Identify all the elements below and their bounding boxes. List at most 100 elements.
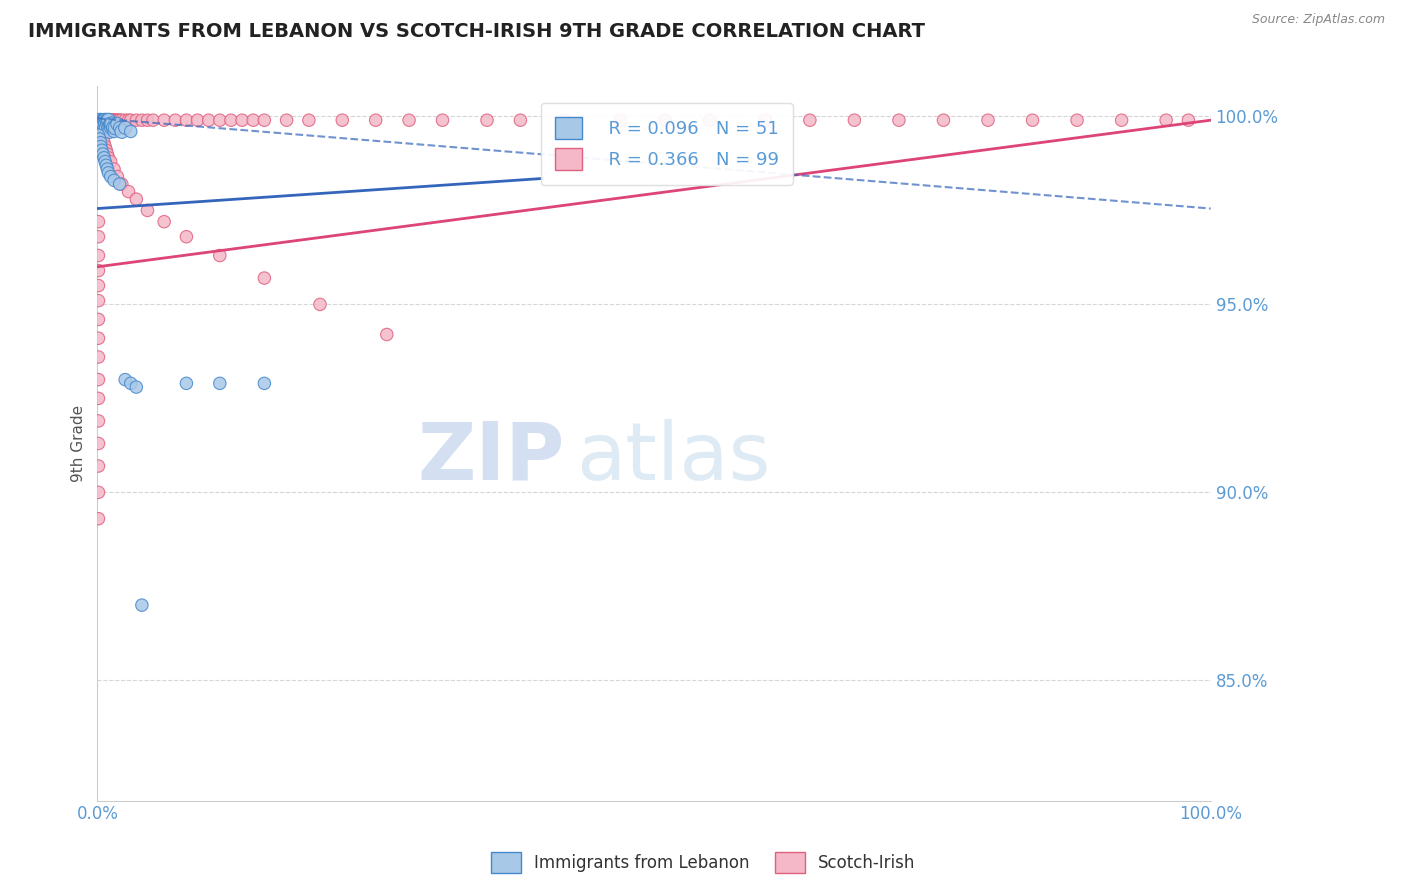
Point bbox=[87, 229, 110, 244]
Point bbox=[253, 113, 276, 128]
Point bbox=[475, 113, 498, 128]
Point bbox=[242, 113, 264, 128]
Legend: Immigrants from Lebanon, Scotch-Irish: Immigrants from Lebanon, Scotch-Irish bbox=[484, 846, 922, 880]
Point bbox=[93, 113, 115, 128]
Point bbox=[176, 229, 198, 244]
Text: Source: ZipAtlas.com: Source: ZipAtlas.com bbox=[1251, 13, 1385, 27]
Point bbox=[94, 113, 117, 128]
Point bbox=[96, 113, 118, 128]
Point bbox=[100, 113, 122, 128]
Point bbox=[87, 278, 110, 293]
Point bbox=[97, 113, 120, 128]
Point bbox=[120, 376, 142, 391]
Point bbox=[103, 162, 125, 177]
Point bbox=[101, 117, 124, 131]
Point bbox=[87, 215, 110, 229]
Point bbox=[89, 132, 111, 146]
Point bbox=[108, 177, 131, 191]
Point bbox=[87, 248, 110, 262]
Point bbox=[87, 128, 110, 143]
Point bbox=[100, 120, 122, 135]
Point bbox=[90, 143, 112, 157]
Point bbox=[104, 113, 127, 128]
Point bbox=[136, 203, 159, 218]
Point bbox=[97, 113, 120, 128]
Point bbox=[96, 162, 118, 177]
Point bbox=[101, 120, 124, 135]
Point bbox=[375, 327, 398, 342]
Point bbox=[176, 113, 198, 128]
Point bbox=[1021, 113, 1043, 128]
Point bbox=[754, 113, 776, 128]
Point bbox=[87, 350, 110, 364]
Point bbox=[87, 312, 110, 326]
Point bbox=[94, 117, 117, 131]
Point bbox=[100, 154, 122, 169]
Point bbox=[98, 113, 121, 128]
Point bbox=[93, 120, 115, 135]
Point bbox=[276, 113, 298, 128]
Point bbox=[94, 154, 117, 169]
Point bbox=[87, 436, 110, 450]
Point bbox=[125, 380, 148, 394]
Point bbox=[97, 166, 120, 180]
Point bbox=[91, 117, 114, 131]
Point bbox=[176, 376, 198, 391]
Point bbox=[187, 113, 209, 128]
Point bbox=[1066, 113, 1088, 128]
Point bbox=[114, 120, 136, 135]
Point bbox=[96, 113, 118, 128]
Point bbox=[91, 147, 114, 161]
Point bbox=[165, 113, 187, 128]
Point bbox=[96, 113, 118, 128]
Point bbox=[1154, 113, 1177, 128]
Point bbox=[330, 113, 353, 128]
Point bbox=[90, 113, 112, 128]
Point bbox=[125, 113, 148, 128]
Point bbox=[91, 113, 114, 128]
Point bbox=[120, 124, 142, 138]
Text: atlas: atlas bbox=[576, 418, 770, 497]
Point bbox=[98, 124, 121, 138]
Point bbox=[153, 113, 176, 128]
Point bbox=[93, 136, 115, 150]
Point bbox=[96, 147, 118, 161]
Point bbox=[93, 113, 115, 128]
Point bbox=[87, 511, 110, 525]
Point bbox=[142, 113, 165, 128]
Point bbox=[398, 113, 420, 128]
Point bbox=[208, 376, 231, 391]
Point bbox=[105, 169, 128, 184]
Point bbox=[96, 158, 118, 172]
Point bbox=[94, 113, 117, 128]
Point bbox=[103, 113, 125, 128]
Point bbox=[94, 139, 117, 153]
Point bbox=[219, 113, 242, 128]
Point bbox=[105, 113, 128, 128]
Point bbox=[87, 485, 110, 500]
Point bbox=[114, 113, 136, 128]
Point bbox=[131, 113, 153, 128]
Point bbox=[101, 113, 124, 128]
Point bbox=[97, 120, 120, 135]
Point bbox=[298, 113, 321, 128]
Point bbox=[108, 120, 131, 135]
Point bbox=[90, 128, 112, 143]
Point bbox=[799, 113, 821, 128]
Point bbox=[136, 113, 159, 128]
Point bbox=[120, 113, 142, 128]
Point bbox=[90, 120, 112, 135]
Point bbox=[96, 143, 118, 157]
Point bbox=[654, 113, 676, 128]
Point bbox=[90, 117, 112, 131]
Point bbox=[87, 392, 110, 406]
Point bbox=[509, 113, 531, 128]
Point bbox=[231, 113, 253, 128]
Point bbox=[100, 117, 122, 131]
Point bbox=[100, 169, 122, 184]
Point bbox=[89, 113, 111, 128]
Point bbox=[87, 263, 110, 277]
Point bbox=[364, 113, 387, 128]
Point bbox=[90, 139, 112, 153]
Point bbox=[887, 113, 910, 128]
